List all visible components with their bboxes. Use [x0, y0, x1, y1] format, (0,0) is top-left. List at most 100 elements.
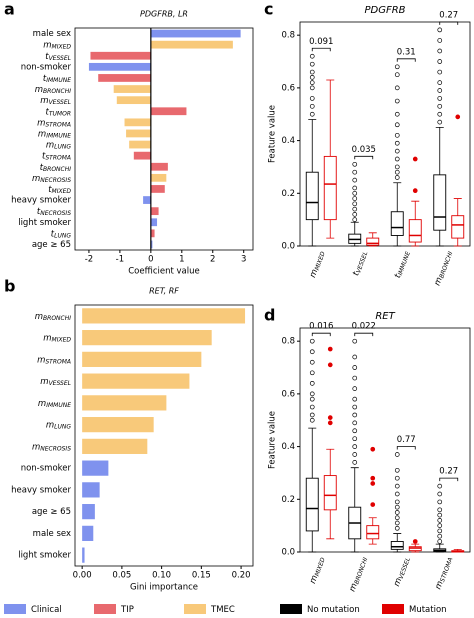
- y-tick-label: light smoker: [18, 551, 71, 561]
- y-tick-label: tLUNG: [51, 229, 72, 239]
- whisker: [326, 448, 335, 476]
- outlier: [437, 483, 443, 489]
- outlier: [352, 201, 358, 207]
- outlier: [394, 72, 400, 78]
- x-tick-label: 1: [179, 255, 184, 265]
- significance-bracket: [396, 446, 416, 450]
- outlier: [437, 88, 443, 93]
- bar: [82, 395, 167, 411]
- panel-letter: c: [264, 0, 273, 19]
- y-tick-label: 0.8: [281, 337, 295, 347]
- outlier: [394, 132, 400, 138]
- bar: [150, 107, 187, 116]
- outlier: [437, 507, 443, 513]
- y-tick-label: heavy smoker: [11, 196, 71, 206]
- outlier: [352, 365, 358, 370]
- outlier: [352, 420, 358, 426]
- box: [323, 475, 337, 511]
- significance-bracket: [439, 21, 459, 25]
- p-value-label: 0.022: [352, 322, 376, 332]
- outlier: [352, 460, 358, 465]
- outlier: [437, 533, 443, 539]
- outlier: [394, 164, 400, 170]
- y-tick-label: male sex: [33, 529, 71, 539]
- outlier: [437, 48, 443, 54]
- whisker: [393, 533, 402, 542]
- outlier: [437, 103, 443, 109]
- box: [305, 171, 319, 221]
- outlier: [309, 61, 315, 67]
- y-axis-label: Feature value: [268, 411, 278, 469]
- chart-title: PDGFRB, LR: [140, 10, 188, 19]
- bar: [150, 173, 167, 182]
- box: [390, 541, 404, 550]
- x-tick-label: tVESSEL: [351, 249, 369, 277]
- panel-letter: b: [4, 277, 15, 296]
- significance-bracket: [439, 477, 459, 482]
- x-tick-label: 2: [210, 255, 215, 265]
- bar: [116, 96, 151, 105]
- x-tick-label: mBRONCHI: [347, 555, 369, 593]
- outlier: [309, 74, 315, 80]
- outlier: [394, 483, 400, 489]
- outlier: [309, 69, 315, 75]
- p-value-label: 0.31: [397, 47, 416, 57]
- bar: [82, 547, 85, 563]
- whisker: [326, 79, 335, 157]
- outlier: [370, 446, 376, 452]
- y-axis-label: Feature value: [268, 105, 278, 163]
- p-value-label: 0.016: [309, 322, 333, 332]
- outlier: [309, 53, 315, 59]
- x-tick-label: 3: [241, 255, 246, 265]
- y-tick-label: tMIXED: [48, 184, 71, 194]
- outlier: [352, 185, 358, 191]
- p-value-label: 0.035: [352, 145, 376, 155]
- bar: [113, 85, 151, 93]
- x-tick-label: mMIXED: [308, 555, 327, 585]
- y-tick-label: mVESSEL: [40, 377, 71, 387]
- outlier: [394, 140, 400, 146]
- x-tick-label: 0.20: [232, 571, 251, 581]
- outlier: [309, 417, 315, 423]
- outlier: [309, 96, 315, 101]
- y-tick-label: 0.0: [281, 242, 295, 252]
- y-tick-label: 0.6: [281, 389, 295, 399]
- x-tick-label: 0.00: [73, 571, 92, 581]
- y-tick-label: 0.2: [281, 189, 295, 199]
- outlier: [327, 420, 333, 426]
- x-tick-label: 0.15: [192, 571, 211, 581]
- p-value-label: 0.77: [397, 435, 416, 445]
- x-tick-label: mVESSEL: [392, 555, 412, 587]
- box: [305, 477, 319, 532]
- y-tick-label: mNECROSIS: [32, 173, 71, 183]
- outlier: [394, 525, 400, 531]
- legend-swatch: [94, 604, 116, 614]
- bar: [150, 229, 155, 238]
- legend-label: TMEC: [210, 605, 235, 615]
- bar: [143, 196, 151, 204]
- y-tick-label: non-smoker: [21, 62, 72, 72]
- outlier: [455, 114, 461, 120]
- bar: [98, 74, 151, 82]
- outlier: [370, 481, 376, 486]
- y-tick-label: male sex: [33, 29, 71, 39]
- whisker: [435, 230, 444, 247]
- outlier: [327, 346, 333, 352]
- y-tick-label: tNECROSIS: [37, 207, 71, 217]
- outlier: [437, 38, 443, 43]
- plot-frame: [299, 21, 471, 247]
- outlier: [352, 375, 358, 381]
- y-tick-label: age ≥ 65: [32, 507, 71, 517]
- outlier: [352, 412, 358, 418]
- whisker: [435, 127, 444, 175]
- outlier: [437, 512, 443, 518]
- outlier: [309, 111, 315, 117]
- plot-frame: [299, 327, 471, 553]
- bar: [82, 482, 100, 498]
- outlier: [394, 467, 400, 473]
- bar: [150, 240, 153, 249]
- plot-frame: [74, 27, 254, 251]
- bar: [82, 438, 148, 454]
- outlier: [352, 436, 358, 442]
- outlier: [394, 148, 400, 154]
